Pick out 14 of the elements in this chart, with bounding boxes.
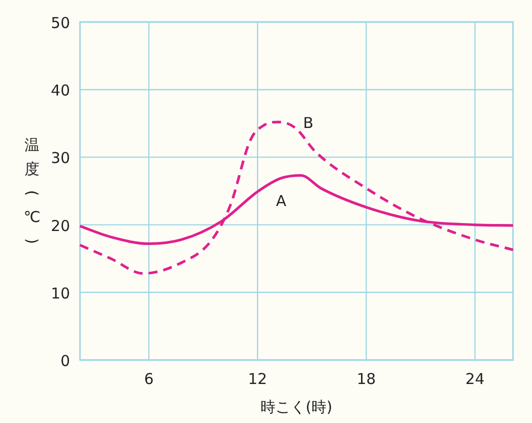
y-tick-label: 50 bbox=[50, 14, 70, 32]
x-tick-label: 18 bbox=[356, 370, 376, 388]
x-tick-label: 12 bbox=[248, 370, 268, 388]
y-axis-title: 温度(℃) bbox=[23, 136, 41, 244]
y-tick-label: 20 bbox=[50, 216, 70, 235]
y-tick-label: 10 bbox=[50, 284, 70, 302]
x-tick-label: 6 bbox=[144, 370, 154, 388]
x-tick-label: 24 bbox=[465, 370, 484, 388]
series-label: B bbox=[303, 114, 314, 132]
series-label: A bbox=[276, 192, 287, 210]
y-tick-label: 30 bbox=[50, 149, 70, 168]
y-tick-label: 40 bbox=[50, 82, 70, 100]
y-tick-label: 0 bbox=[60, 352, 70, 370]
x-axis-title: 時こく(時) bbox=[260, 398, 332, 416]
